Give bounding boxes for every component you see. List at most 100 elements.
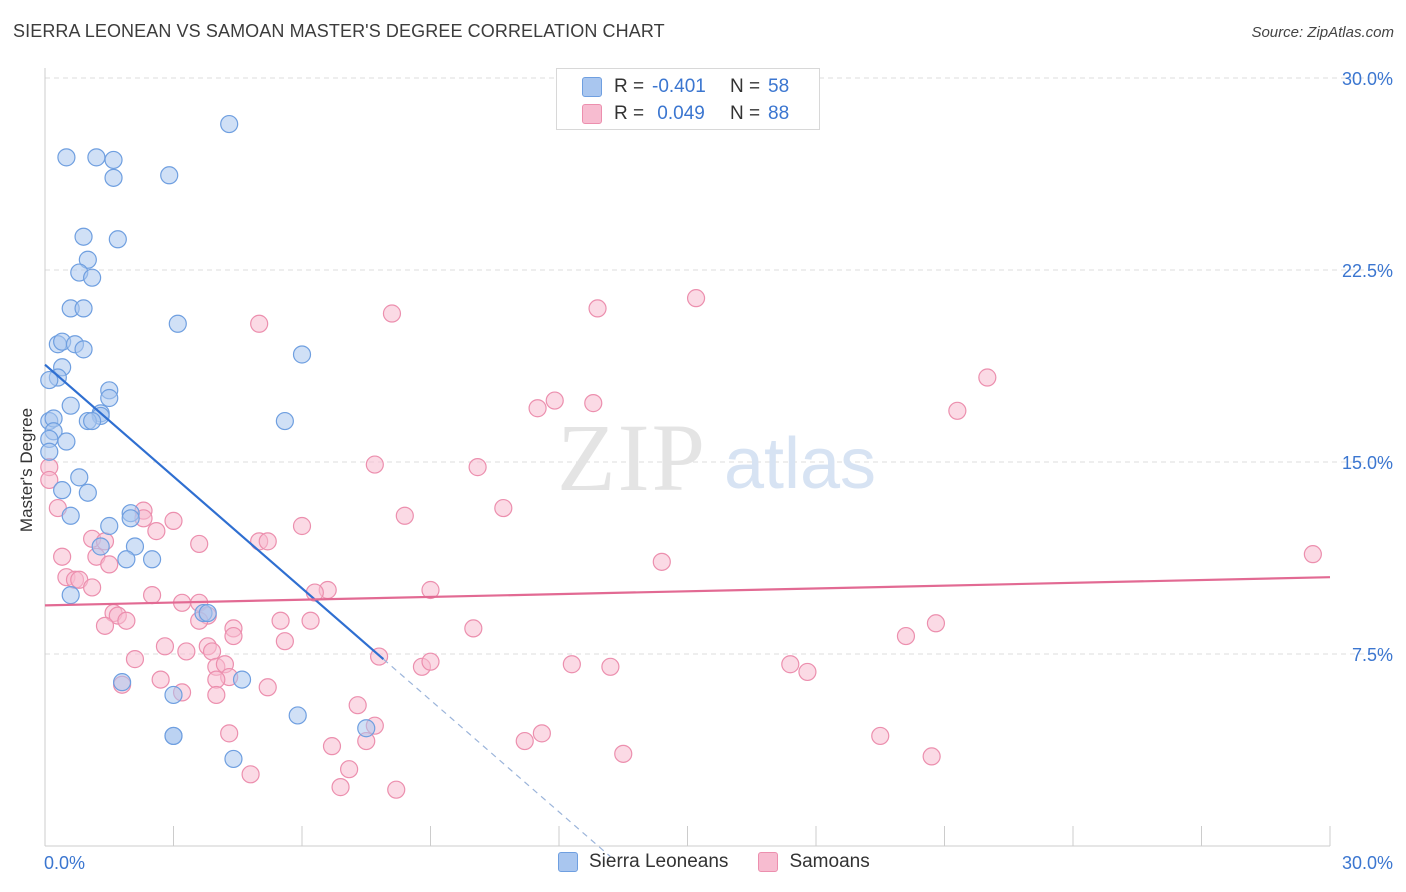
sierra-leonean-point [142,550,162,569]
samoan-point [468,458,487,477]
sierra-leonean-point [83,268,102,287]
samoan-point [177,642,196,661]
samoan-point [53,547,72,566]
legend-item-samoans[interactable]: Samoans [758,851,870,873]
sierra-leonean-point [121,509,140,528]
samoan-point [241,765,260,784]
tick-labels: 7.5% 15.0% 22.5% 30.0% 0.0% 30.0% [44,69,1393,873]
samoan-point [387,780,406,799]
samoan-point [584,394,603,413]
samoan-point [395,506,414,525]
samoan-point [515,731,534,751]
sierra-leonean-point [61,586,80,605]
sierra-leonean-point [164,726,183,746]
watermark-zip: ZIP [557,404,707,511]
samoan-point [340,760,359,779]
samoan-point [258,532,277,551]
samoan-point [202,642,222,661]
y-axis-label: Master's Degree [17,408,36,532]
sierra-leonean-point [104,150,123,170]
samoan-point [147,522,166,541]
samoan-point [142,586,162,605]
samoan-point [207,685,226,705]
samoan-point [250,314,269,333]
sierra-leonean-point [108,230,127,249]
samoan-point [382,304,402,323]
samoans-trend-line [44,576,1331,607]
samoan-point [95,616,115,635]
sierra-leonean-point [74,299,93,318]
sierra-leoneans-trend-extension [382,658,611,858]
sierra-leonean-point [100,388,119,408]
sierra-leonean-point [83,411,102,431]
legend-label: Samoans [789,851,870,872]
sierra-leonean-point [224,749,243,769]
sierra-leonean-point [53,481,72,500]
samoan-point [545,391,564,410]
samoan-point [781,655,800,674]
sierra-leonean-point [288,706,307,725]
samoan-point [871,726,890,746]
sierra-leonean-point [40,442,59,461]
samoan-point [275,632,294,651]
sierra-leonean-point [160,166,179,185]
samoans-points [40,289,1322,799]
sierra-leoneans-trend-line [44,363,385,660]
sierra-leonean-point [70,468,89,487]
samoan-point [922,747,941,766]
samoan-point [494,498,513,518]
n-value: 58 [768,76,790,97]
sierra-leonean-point [125,537,145,556]
samoan-point [151,670,170,689]
n-label: N = [730,76,761,97]
samoan-point [421,580,440,600]
sierra-leonean-point [61,396,80,415]
samoan-point [588,299,607,318]
samoan-point [83,578,102,597]
samoan-point [562,655,581,674]
sierra-leonean-point [112,673,132,692]
samoan-point [271,611,290,630]
y-tick-label: 7.5% [1352,645,1393,665]
samoan-point [464,619,483,638]
samoan-point [331,778,350,797]
sierra-leonean-point [117,550,136,569]
watermark-atlas: atlas [724,424,876,504]
samoan-point [686,289,706,308]
x-tick-label-start: 0.0% [44,853,85,873]
sierra-leonean-point [198,603,217,623]
samoan-point [164,511,183,530]
sierra-leonean-point [78,483,97,502]
samoan-point [40,470,59,490]
legend-item-sierra-leoneans[interactable]: Sierra Leoneans [558,851,728,873]
x-tick-label-end: 30.0% [1342,853,1393,873]
stats-legend: R = -0.401 N = 58 R = 0.049 N = 88 [556,68,820,130]
sierra-leonean-point [61,506,80,525]
samoan-point [224,626,243,646]
samoan-point [652,552,671,571]
sierra-leonean-point [87,148,106,167]
samoan-point [896,626,916,646]
n-value: 88 [768,103,790,124]
sierra-leonean-point [74,227,93,246]
samoan-point [926,614,946,633]
sierra-leonean-point [168,314,187,333]
r-value: -0.401 [652,76,706,97]
samoan-point [190,534,209,554]
samoan-point [798,662,817,682]
blue-swatch [558,852,578,872]
legend-row-sierra-leoneans: R = -0.401 N = 58 [582,74,789,100]
sierra-leonean-point [57,432,76,451]
samoan-point [258,678,277,697]
legend-label: Sierra Leoneans [589,851,729,872]
sierra-leonean-point [57,148,76,167]
watermark: ZIP atlas [557,404,876,511]
sierra-leonean-point [164,685,183,705]
samoan-point [348,696,367,715]
r-label: R = [614,103,645,124]
samoan-point [207,670,226,689]
samoan-point [528,399,547,418]
sierra-leonean-point [91,537,110,556]
samoan-point [100,555,119,574]
